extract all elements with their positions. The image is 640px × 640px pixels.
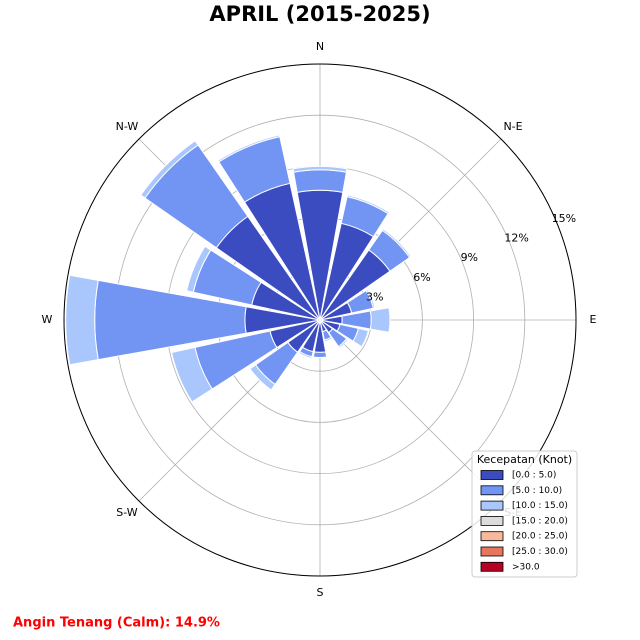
direction-label: N-E [503, 120, 522, 133]
legend-title: Kecepatan (Knot) [477, 453, 572, 466]
wind-bar [293, 169, 347, 193]
legend-label: [0.0 : 5.0) [512, 471, 556, 481]
wind-bar [249, 364, 276, 391]
legend-label: >30.0 [512, 562, 540, 572]
legend-swatch [480, 470, 504, 480]
direction-label: W [42, 313, 53, 326]
direction-label: N [316, 40, 324, 53]
wind-bar [65, 274, 99, 366]
legend-swatch [480, 516, 504, 526]
outer-circle [63, 63, 577, 577]
legend-swatch [480, 531, 504, 542]
legend-label: [25.0 : 30.0) [512, 547, 568, 557]
radial-tick-label: 12% [504, 232, 528, 245]
wind-bar [323, 336, 333, 343]
legend-swatch [480, 500, 504, 511]
wind-bar [171, 346, 213, 403]
legend-label: [15.0 : 20.0) [512, 516, 568, 526]
wind-bar [217, 134, 281, 163]
legend-swatch [480, 546, 504, 557]
wind-bar [186, 245, 212, 293]
legend-label: [20.0 : 25.0) [512, 532, 568, 542]
legend-swatch [480, 561, 504, 572]
legend-label: [5.0 : 10.0) [512, 486, 562, 496]
wind-bar [346, 194, 390, 215]
direction-label: S [317, 586, 324, 599]
direction-label: E [590, 313, 597, 326]
radial-tick-label: 15% [552, 212, 576, 225]
grid-spoke [319, 319, 502, 502]
direction-label: S-W [116, 506, 138, 519]
legend-swatch [480, 485, 504, 496]
wind-bar [365, 288, 376, 309]
legend: Kecepatan (Knot) [0.0 : 5.0) [5.0 : 10.0) [… [471, 450, 578, 578]
legend-label: [10.0 : 15.0) [512, 501, 568, 511]
wind-bar [337, 337, 349, 349]
wind-bar [312, 351, 328, 359]
radial-tick-label: 6% [413, 271, 430, 284]
radial-tick-label: 3% [366, 290, 383, 303]
legend-box [471, 450, 578, 578]
wind-bar [140, 140, 199, 199]
wind-bar [292, 165, 348, 173]
radial-tick-label: 9% [461, 251, 478, 264]
chart-title: APRIL (2015-2025) [209, 2, 430, 26]
wind-bar [381, 228, 412, 259]
wind-bar [352, 327, 369, 348]
wind-bar [369, 307, 391, 333]
wind-bar [298, 350, 313, 359]
direction-label: N-W [116, 120, 139, 133]
calm-note: Angin Tenang (Calm): 14.9% [13, 616, 220, 631]
